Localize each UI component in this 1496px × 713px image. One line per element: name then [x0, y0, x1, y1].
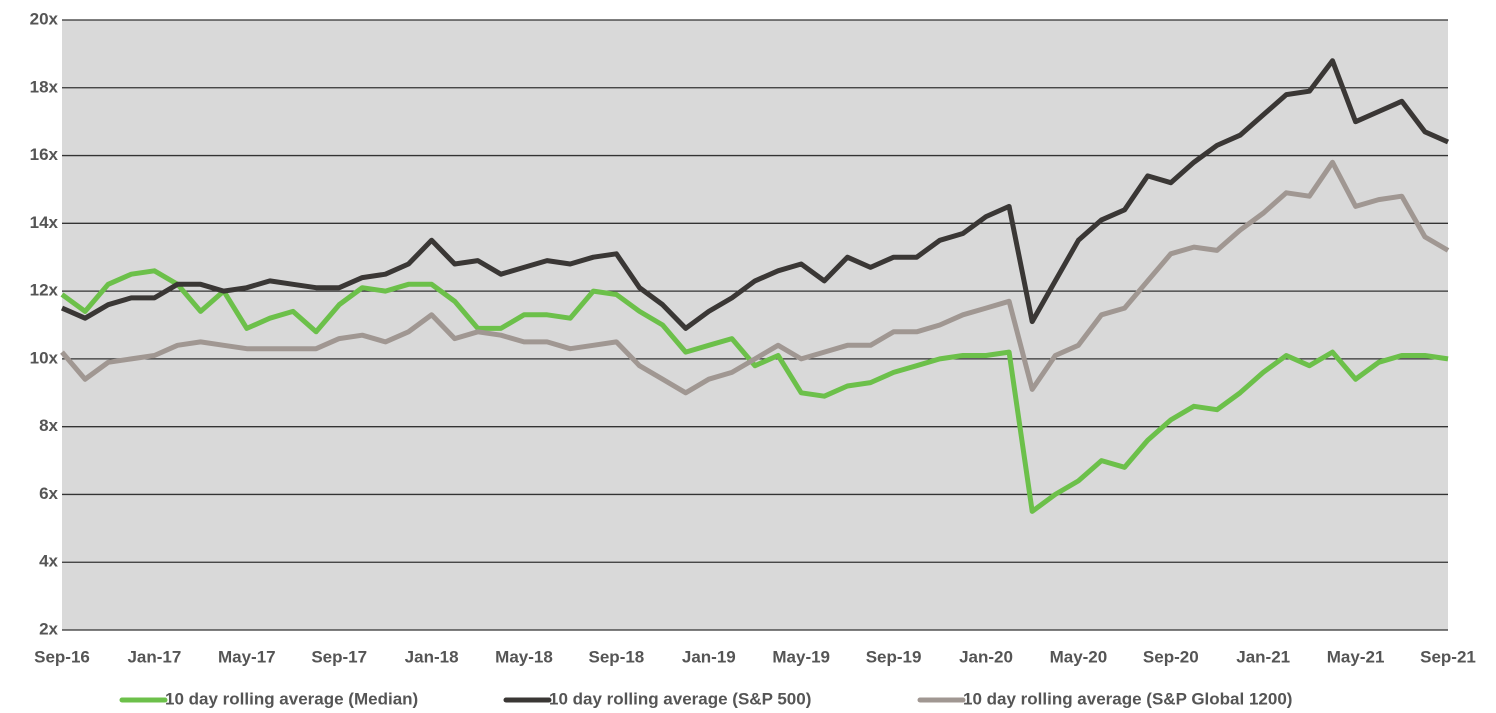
x-tick-label: Sep-18	[589, 647, 645, 666]
plot-area	[62, 20, 1448, 630]
x-tick-label: Sep-16	[34, 647, 90, 666]
y-tick-label: 16x	[30, 145, 59, 164]
x-tick-label: Jan-18	[405, 647, 459, 666]
x-tick-label: May-17	[218, 647, 276, 666]
x-tick-label: Jan-20	[959, 647, 1013, 666]
series-line	[60, 58, 1450, 331]
x-tick-label: Jan-17	[127, 647, 181, 666]
y-tick-label: 20x	[30, 9, 59, 28]
y-tick-label: 2x	[39, 619, 58, 638]
x-tick-label: Sep-17	[311, 647, 367, 666]
y-tick-label: 18x	[30, 77, 59, 96]
x-tick-label: Sep-19	[866, 647, 922, 666]
x-tick-label: Jan-19	[682, 647, 736, 666]
x-tick-label: May-21	[1327, 647, 1385, 666]
x-tick-label: Sep-20	[1143, 647, 1199, 666]
y-tick-label: 10x	[30, 348, 59, 367]
y-tick-label: 14x	[30, 213, 59, 232]
x-tick-label: May-19	[772, 647, 830, 666]
legend-label: 10 day rolling average (S&P Global 1200)	[963, 689, 1292, 708]
x-tick-label: Jan-21	[1236, 647, 1290, 666]
legend-label: 10 day rolling average (S&P 500)	[549, 689, 811, 708]
legend-label: 10 day rolling average (Median)	[165, 689, 418, 708]
y-tick-label: 12x	[30, 281, 59, 300]
x-tick-label: Sep-21	[1420, 647, 1476, 666]
y-tick-label: 8x	[39, 416, 58, 435]
x-tick-label: May-18	[495, 647, 553, 666]
y-tick-label: 6x	[39, 484, 58, 503]
series-line	[60, 268, 1449, 514]
series-line	[60, 159, 1450, 396]
x-tick-label: May-20	[1050, 647, 1108, 666]
y-tick-label: 4x	[39, 552, 58, 571]
